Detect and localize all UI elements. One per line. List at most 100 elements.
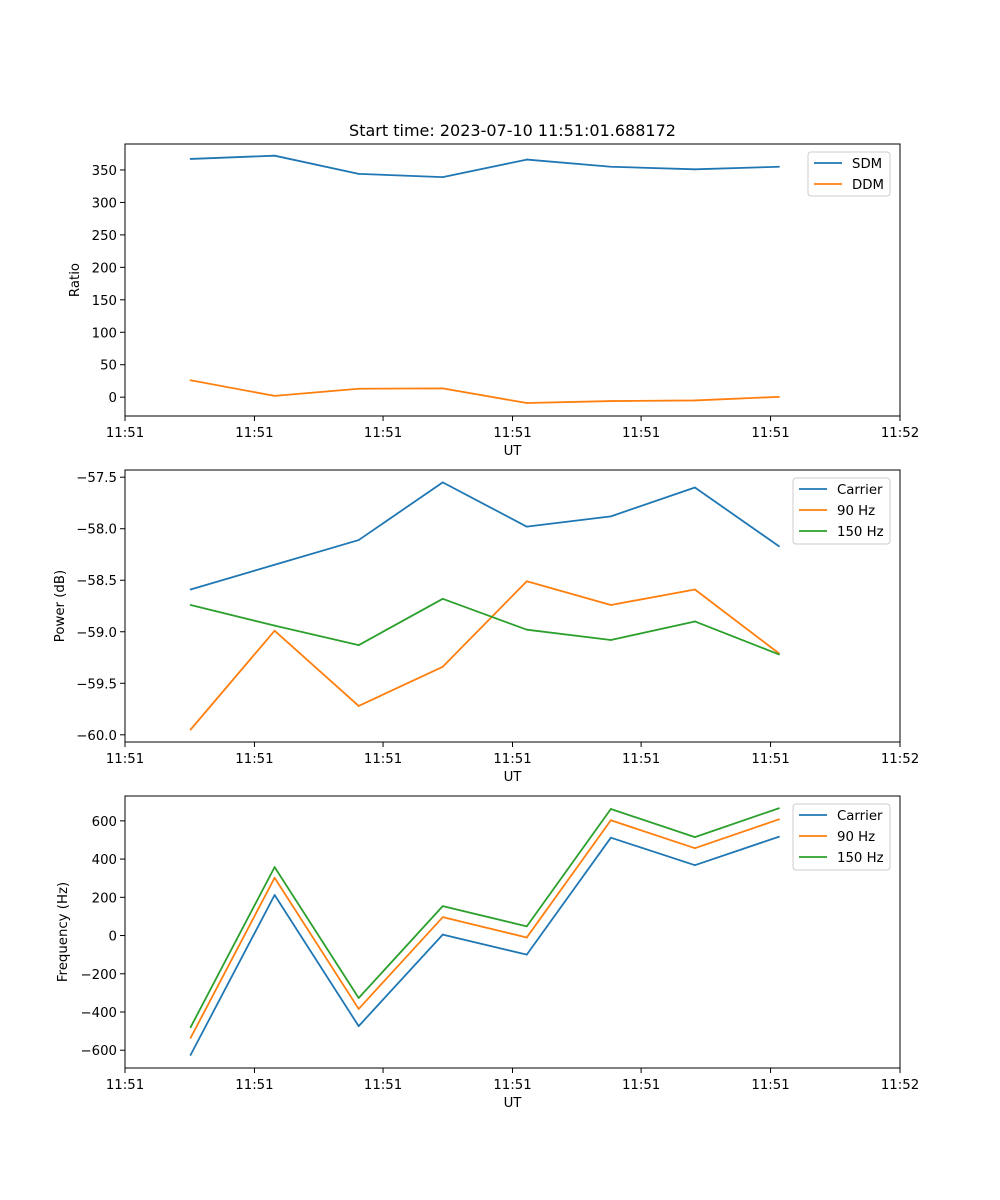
data-point-carrier bbox=[189, 588, 192, 591]
x-tick-label: 11:51 bbox=[622, 1078, 660, 1093]
data-point-ddm bbox=[189, 379, 192, 382]
series-line-90-hz bbox=[189, 818, 780, 1039]
data-point-sdm bbox=[778, 165, 780, 168]
y-axis-label: Power (dB) bbox=[53, 570, 68, 642]
x-tick-label: 11:51 bbox=[622, 752, 660, 767]
y-tick-label: 0 bbox=[109, 391, 117, 406]
x-tick-label: 11:51 bbox=[364, 1078, 402, 1093]
data-point-150-hz bbox=[273, 624, 276, 627]
y-tick-label: −600 bbox=[80, 1044, 117, 1059]
data-point-150-hz bbox=[525, 925, 528, 928]
data-point-ddm bbox=[778, 395, 780, 398]
data-point-carrier bbox=[189, 1054, 192, 1056]
y-tick-label: −59.5 bbox=[76, 677, 117, 692]
y-tick-label: −200 bbox=[80, 968, 117, 983]
y-tick-label: 300 bbox=[92, 196, 117, 211]
data-point-sdm bbox=[609, 165, 612, 168]
legend-label: 150 Hz bbox=[837, 851, 884, 866]
panel-2: 11:51 11:51 11:51 11:51 11:51 11:51 11:52 −60.0… bbox=[53, 469, 919, 785]
x-tick-label: 11:51 bbox=[493, 426, 531, 441]
x-tick-label: 11:51 bbox=[106, 1078, 144, 1093]
legend-label: SDM bbox=[852, 157, 882, 172]
data-point-90-hz bbox=[778, 818, 780, 821]
x-tick-label: 11:51 bbox=[364, 752, 402, 767]
data-point-sdm bbox=[694, 168, 696, 171]
y-tick-label: −58.5 bbox=[76, 574, 117, 589]
x-tick-label: 11:51 bbox=[106, 426, 144, 441]
data-point-carrier bbox=[357, 1025, 360, 1028]
legend-label: 150 Hz bbox=[837, 525, 884, 540]
data-point-150-hz bbox=[273, 866, 276, 869]
data-point-carrier bbox=[357, 539, 360, 541]
y-tick-label: 200 bbox=[92, 261, 117, 276]
data-point-sdm bbox=[189, 158, 192, 160]
panel-1: 11:51 11:51 11:51 11:51 11:51 11:51 11:52 0 50 10… bbox=[68, 143, 919, 459]
data-point-90-hz bbox=[273, 876, 276, 879]
data-point-150-hz bbox=[357, 997, 360, 999]
data-point-sdm bbox=[273, 154, 276, 157]
data-point-90-hz bbox=[441, 916, 444, 919]
legend: Carrier 90 Hz 150 Hz bbox=[792, 477, 891, 545]
data-point-90-hz bbox=[525, 580, 528, 583]
y-tick-label: −400 bbox=[80, 1006, 117, 1021]
data-point-sdm bbox=[441, 176, 444, 179]
x-tick-label: 11:52 bbox=[881, 426, 919, 441]
data-point-sdm bbox=[357, 172, 360, 175]
series-line-150-hz bbox=[190, 597, 780, 656]
x-tick-label: 11:51 bbox=[235, 426, 273, 441]
data-point-150-hz bbox=[189, 1026, 192, 1029]
legend-label: 90 Hz bbox=[837, 830, 875, 845]
data-point-carrier bbox=[525, 953, 528, 956]
x-tick-label: 11:51 bbox=[493, 752, 531, 767]
data-point-90-hz bbox=[357, 1008, 360, 1010]
data-point-ddm bbox=[273, 394, 276, 397]
data-point-150-hz bbox=[778, 807, 780, 810]
data-point-90-hz bbox=[273, 629, 276, 632]
data-point-150-hz bbox=[609, 639, 612, 641]
data-point-90-hz bbox=[609, 604, 612, 606]
y-tick-label: −60.0 bbox=[76, 729, 117, 744]
y-tick-label: 200 bbox=[92, 891, 117, 906]
x-axis-label: UT bbox=[504, 770, 523, 785]
x-tick-label: 11:51 bbox=[235, 1078, 273, 1093]
y-axis-label: Ratio bbox=[68, 263, 83, 297]
data-point-carrier bbox=[694, 864, 696, 867]
data-point-90-hz bbox=[189, 1037, 192, 1039]
legend: SDM DDM bbox=[807, 151, 891, 197]
y-tick-label: 250 bbox=[92, 229, 117, 244]
panel-3: 11:51 11:51 11:51 11:51 11:51 11:51 11:52 −600 −… bbox=[56, 795, 919, 1111]
data-point-carrier bbox=[609, 515, 612, 518]
x-tick-label: 11:51 bbox=[106, 752, 144, 767]
y-tick-label: 350 bbox=[92, 164, 117, 179]
x-tick-label: 11:51 bbox=[235, 752, 273, 767]
data-point-90-hz bbox=[189, 728, 192, 731]
x-axis-label: UT bbox=[504, 1096, 523, 1111]
legend: Carrier 90 Hz 150 Hz bbox=[792, 803, 891, 871]
data-point-90-hz bbox=[357, 705, 360, 707]
x-tick-label: 11:51 bbox=[364, 426, 402, 441]
legend-box bbox=[792, 477, 891, 545]
data-point-90-hz bbox=[694, 847, 696, 850]
legend-label: 90 Hz bbox=[837, 504, 875, 519]
x-tick-label: 11:52 bbox=[881, 1078, 919, 1093]
x-tick-label: 11:51 bbox=[751, 752, 789, 767]
data-point-carrier bbox=[273, 563, 276, 566]
data-point-ddm bbox=[694, 399, 696, 402]
legend-label: Carrier bbox=[837, 809, 883, 824]
data-point-ddm bbox=[609, 400, 612, 402]
data-point-ddm bbox=[357, 387, 360, 390]
axes-frame bbox=[124, 469, 901, 743]
data-point-90-hz bbox=[609, 819, 612, 822]
data-point-150-hz bbox=[609, 808, 612, 810]
data-point-carrier bbox=[525, 525, 528, 528]
data-point-150-hz bbox=[778, 653, 780, 656]
data-point-ddm bbox=[441, 387, 444, 390]
data-point-90-hz bbox=[525, 936, 528, 939]
data-point-90-hz bbox=[694, 588, 696, 591]
axes-frame bbox=[124, 143, 901, 417]
x-tick-label: 11:51 bbox=[622, 426, 660, 441]
series-line-carrier bbox=[189, 835, 780, 1056]
x-tick-label: 11:52 bbox=[881, 752, 919, 767]
legend-box bbox=[792, 803, 891, 871]
